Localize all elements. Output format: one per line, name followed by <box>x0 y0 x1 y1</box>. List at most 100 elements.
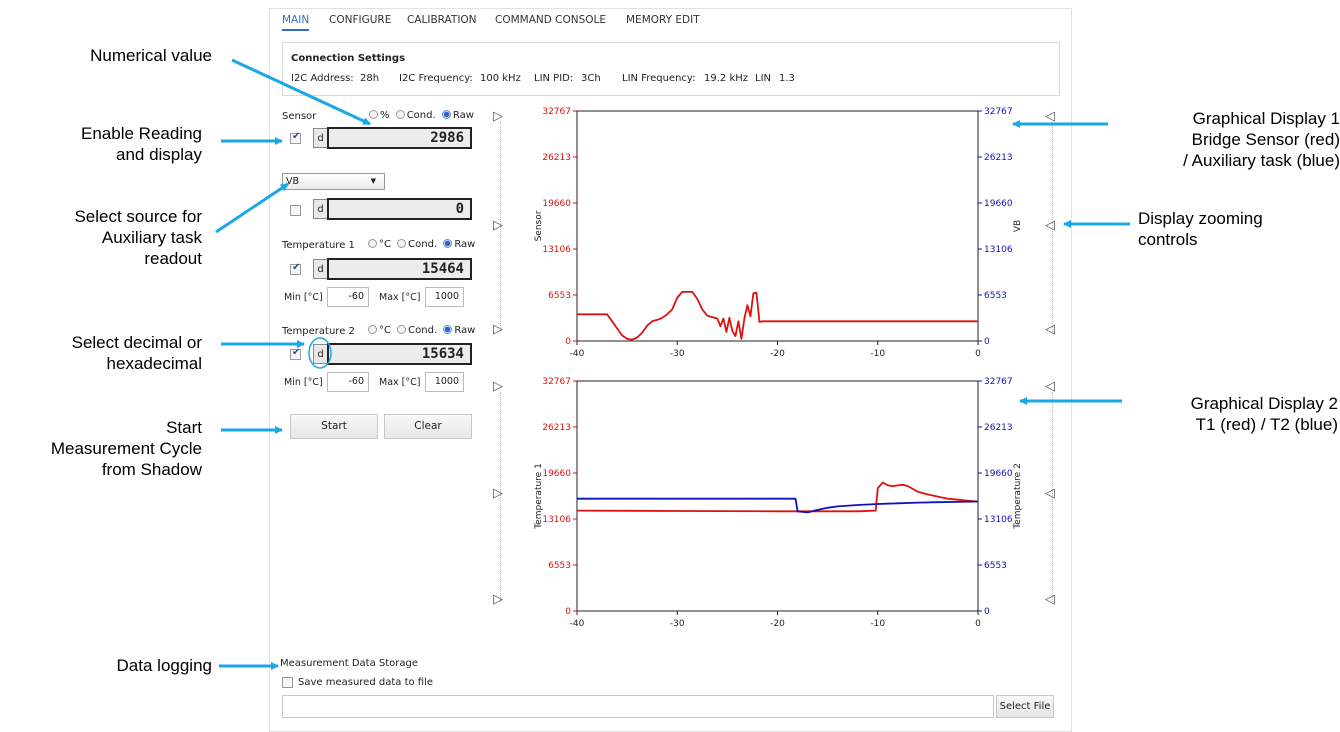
temp2-max-input[interactable]: 1000 <box>425 372 464 392</box>
annotation-line: Select source for <box>74 207 202 226</box>
graphical-display-1: -40 -30 -20 -10 0065531310619660262133276706… <box>534 107 1023 359</box>
annotation-numerical-value: Numerical value <box>90 46 212 65</box>
temp1-raw-radio[interactable] <box>443 239 453 248</box>
x-tick-label: -30 <box>670 349 685 359</box>
tab-calibration[interactable]: CALIBRATION <box>407 14 477 26</box>
x-tick-label: -10 <box>870 349 885 359</box>
plot-area <box>576 380 979 612</box>
sensor-percent-radio[interactable] <box>369 110 378 119</box>
chart1-left-zoom-top-handle[interactable]: ▷ <box>493 109 503 124</box>
temp2-mode-radio-group: °C Cond. Raw <box>368 325 475 336</box>
sensor-mode-radio-group: % Cond. Raw <box>369 110 474 121</box>
y-left-axis-label: Temperature 1 <box>534 463 544 530</box>
i2c-address-value: 28h <box>360 73 380 84</box>
x-tick-label: -20 <box>770 619 785 629</box>
lin-version-value: 1.3 <box>779 73 795 84</box>
chart2-left-zoom-mid-handle[interactable]: ▷ <box>493 486 503 501</box>
annotation-line: Enable Reading <box>81 124 202 143</box>
y-left-tick-label: 19660 <box>542 469 571 479</box>
annotation-line: from Shadow <box>101 460 202 479</box>
start-button[interactable]: Start <box>290 414 378 439</box>
chart1-right-zoom-mid-handle[interactable]: ◁ <box>1045 218 1055 233</box>
temp2-celsius-radio[interactable] <box>368 325 377 334</box>
chart2-left-zoom-top-handle[interactable]: ▷ <box>493 379 503 394</box>
chart1-left-zoom-mid-handle[interactable]: ▷ <box>493 218 503 233</box>
file-path-input[interactable] <box>282 695 994 718</box>
temp1-enable-checkbox[interactable] <box>290 262 301 275</box>
tab-configure[interactable]: CONFIGURE <box>329 14 392 26</box>
y-right-tick-label: 6553 <box>984 561 1007 571</box>
temp1-max-input[interactable]: 1000 <box>425 287 464 307</box>
temp2-min-input[interactable]: -60 <box>327 372 369 392</box>
temp1-min-input[interactable]: -60 <box>327 287 369 307</box>
annotation-line: Graphical Display 1 <box>1192 109 1340 128</box>
chart2-right-zoom-bottom-handle[interactable]: ◁ <box>1045 592 1055 607</box>
temp2-cond-label: Cond. <box>408 325 438 336</box>
annotation-line: readout <box>144 249 202 268</box>
temp1-cond-radio[interactable] <box>397 239 407 248</box>
chevron-down-icon: ▼ <box>370 177 376 185</box>
chart2-right-zoom-mid-handle[interactable]: ◁ <box>1045 486 1055 501</box>
chart2-right-zoom-top-handle[interactable]: ◁ <box>1045 379 1055 394</box>
chart2-left-zoom-track[interactable] <box>500 392 502 602</box>
x-tick-label: -40 <box>570 349 585 359</box>
temp2-cond-radio[interactable] <box>397 325 407 334</box>
annotation-zoom: Display zooming controls <box>1138 208 1338 250</box>
data-storage-title: Measurement Data Storage <box>280 658 419 669</box>
temp2-raw-radio[interactable] <box>443 325 453 334</box>
chart1-right-zoom-top-handle[interactable]: ◁ <box>1045 109 1055 124</box>
x-tick-label: -40 <box>570 619 585 629</box>
aux-enable-checkbox[interactable] <box>290 205 301 216</box>
chart1-right-zoom-track[interactable] <box>1052 122 1054 332</box>
y-left-tick-label: 26213 <box>542 423 571 433</box>
chart1-right-zoom-bottom-handle[interactable]: ◁ <box>1045 322 1055 337</box>
sensor-raw-radio[interactable] <box>441 110 451 119</box>
annotation-select-decimal: Select decimal or hexadecimal <box>20 332 202 374</box>
save-to-file-checkbox[interactable] <box>282 677 293 688</box>
annotation-line: T1 (red) / T2 (blue) <box>1195 415 1338 434</box>
temp1-raw-label: Raw <box>454 239 476 250</box>
sensor-label: Sensor <box>282 111 317 122</box>
sensor-enable-checkbox[interactable] <box>290 131 301 144</box>
annotation-line: hexadecimal <box>106 354 202 373</box>
annotation-graph-1: Graphical Display 1 Bridge Sensor (red) … <box>1112 108 1340 171</box>
clear-button[interactable]: Clear <box>384 414 472 439</box>
series-line <box>576 481 979 513</box>
aux-source-select[interactable]: VB ▼ <box>282 173 385 190</box>
decimal-toggle-highlight <box>308 337 332 369</box>
annotation-line: / Auxiliary task (blue) <box>1183 151 1340 170</box>
y-left-tick-label: 19660 <box>542 199 571 209</box>
i2c-frequency-value: 100 kHz <box>480 73 521 84</box>
temp1-min-label: Min [°C] <box>284 292 323 303</box>
i2c-address-label: I2C Address: <box>291 73 354 84</box>
tab-command-console[interactable]: COMMAND CONSOLE <box>495 14 607 26</box>
y-left-tick-label: 32767 <box>542 107 571 117</box>
annotation-line: Start <box>166 418 202 437</box>
lin-pid-label: LIN PID: <box>534 73 574 84</box>
annotation-line: controls <box>1138 230 1198 249</box>
chart1-left-zoom-track[interactable] <box>500 122 502 332</box>
sensor-cond-radio[interactable] <box>395 110 405 119</box>
x-tick-label: -20 <box>770 349 785 359</box>
annotation-data-logging: Data logging <box>116 656 212 675</box>
y-right-axis-label: Temperature 2 <box>1013 463 1023 530</box>
y-right-tick-label: 26213 <box>984 153 1013 163</box>
aux-source-selected: VB <box>286 176 300 187</box>
y-left-tick-label: 13106 <box>542 245 571 255</box>
chart1-left-zoom-bottom-handle[interactable]: ▷ <box>493 322 503 337</box>
temp2-label: Temperature 2 <box>282 326 355 337</box>
select-file-button[interactable]: Select File <box>996 695 1054 718</box>
connection-settings: Connection Settings I2C Address: 28h I2C… <box>282 42 1060 96</box>
chart2-right-zoom-track[interactable] <box>1052 392 1054 602</box>
temp1-celsius-radio[interactable] <box>368 239 377 248</box>
annotation-start-cycle: Start Measurement Cycle from Shadow <box>0 417 202 480</box>
sensor-cond-label: Cond. <box>406 110 436 121</box>
annotation-line: Select decimal or <box>71 333 202 352</box>
save-to-file-label: Save measured data to file <box>298 677 434 688</box>
annotation-line: Graphical Display 2 <box>1190 394 1338 413</box>
tab-main[interactable]: MAIN <box>282 14 310 31</box>
tab-memory-edit[interactable]: MEMORY EDIT <box>626 14 700 26</box>
temp2-enable-checkbox[interactable] <box>290 347 301 360</box>
chart2-left-zoom-bottom-handle[interactable]: ▷ <box>493 592 503 607</box>
lin-pid-value: 3Ch <box>581 73 601 84</box>
